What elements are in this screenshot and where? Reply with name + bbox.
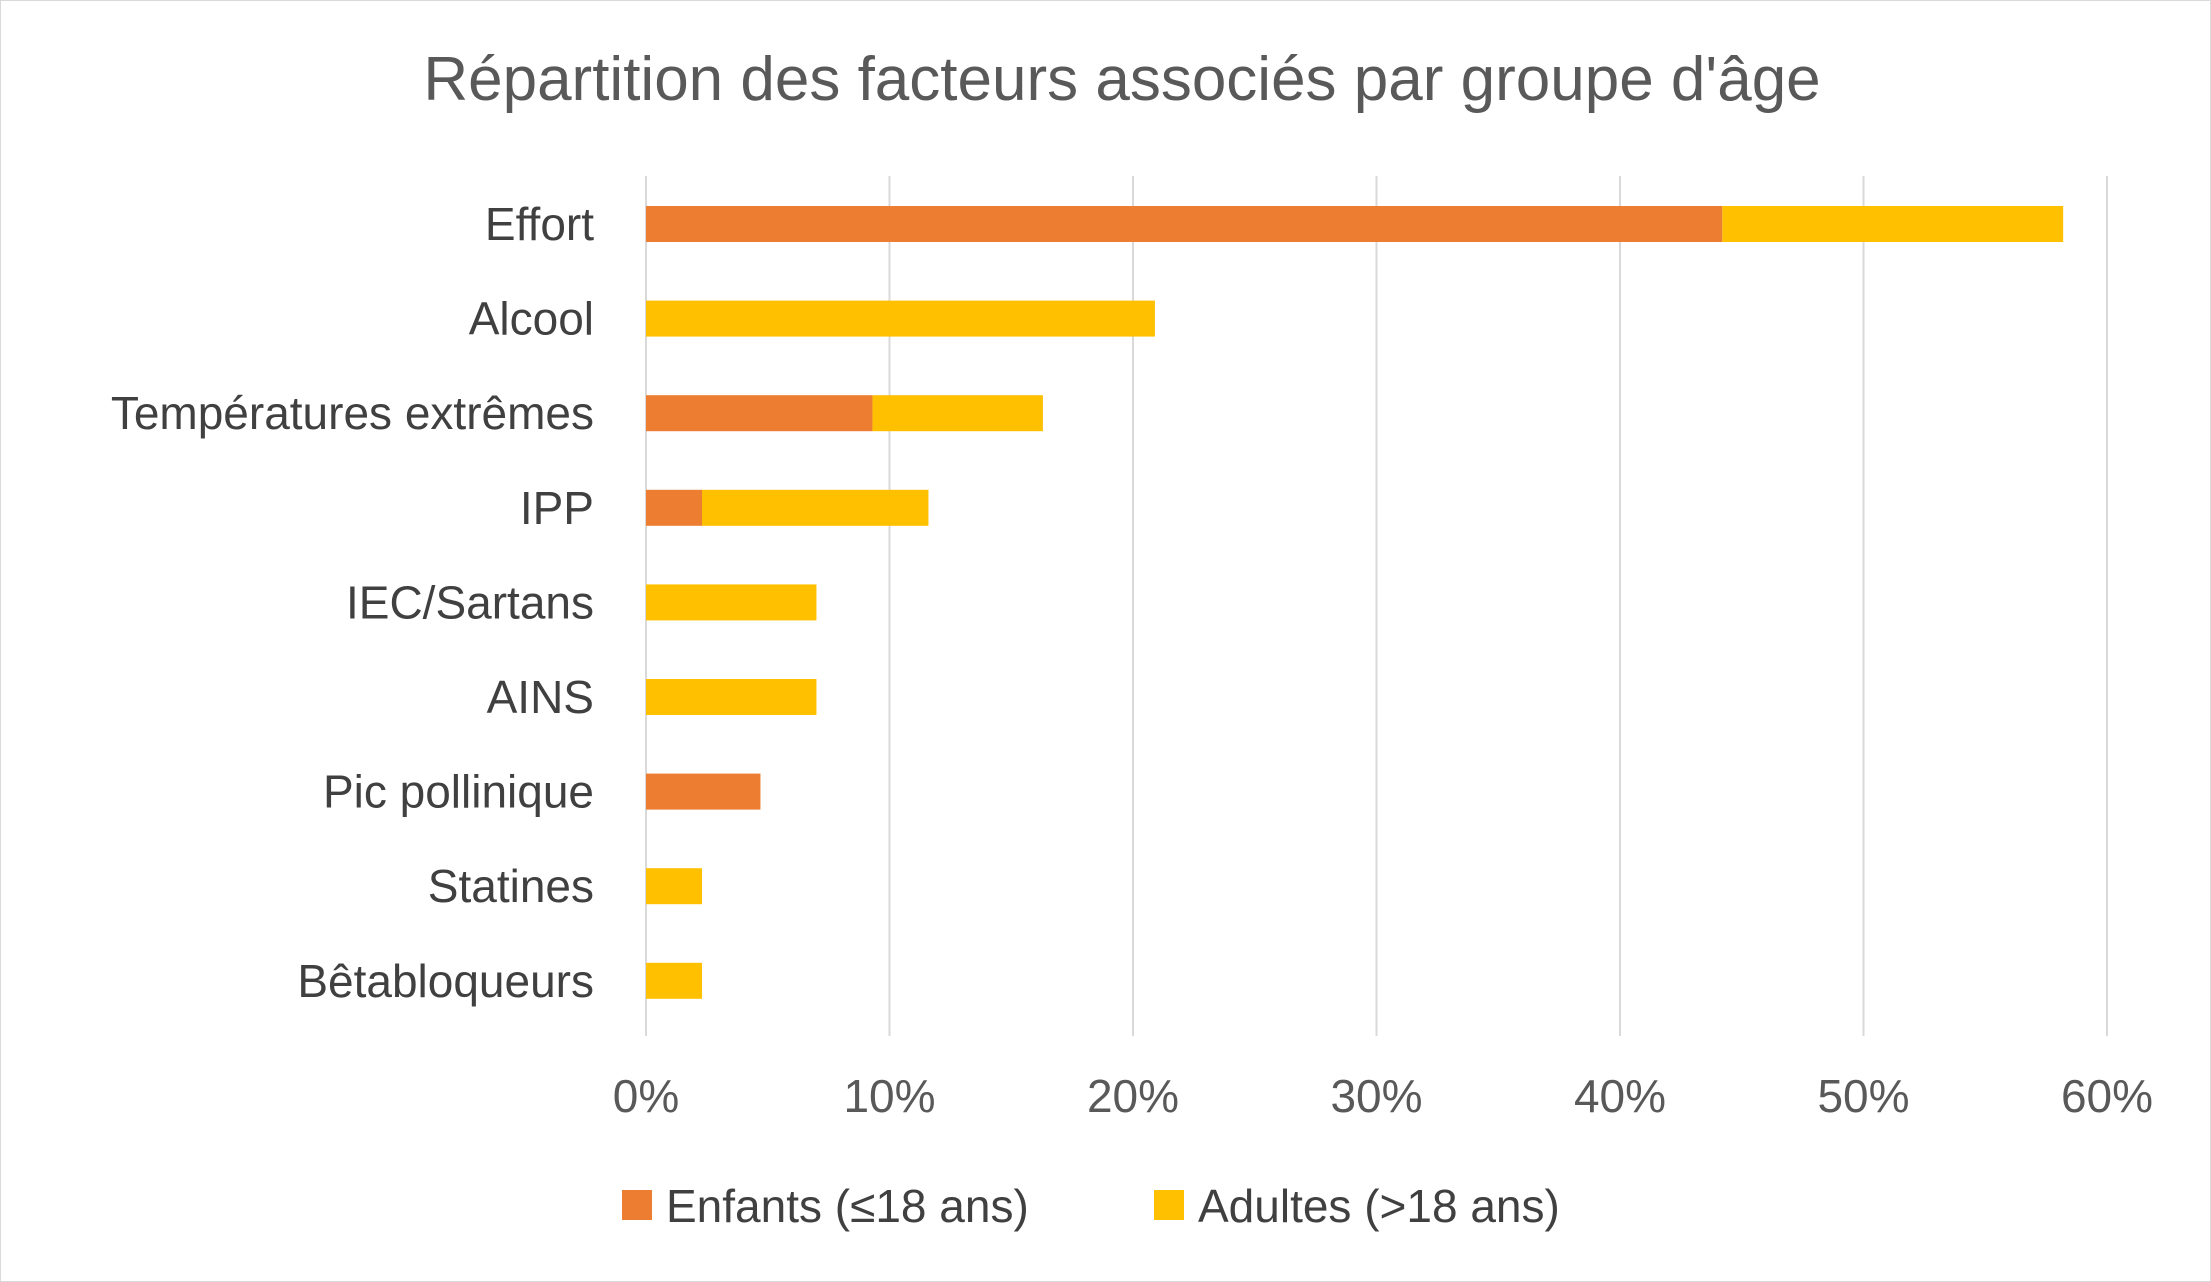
x-tick-label: 40% <box>1574 1070 1666 1122</box>
bar-adultes <box>702 489 929 526</box>
category-label: AINS <box>487 671 594 723</box>
bar-adultes <box>646 868 703 905</box>
category-labels: Effort Alcool Températures extrêmes IPP IEC/… <box>111 198 594 1007</box>
category-label: IEC/Sartans <box>346 576 594 628</box>
category-label: Effort <box>485 198 594 250</box>
category-label: Pic pollinique <box>323 766 594 818</box>
bar-adultes <box>646 584 817 621</box>
category-label: IPP <box>520 482 594 534</box>
bar-adultes <box>646 679 817 715</box>
legend-label: Adultes (>18 ans) <box>1198 1180 1560 1232</box>
x-axis-tick-labels: 0% 10% 20% 30% 40% 50% 60% <box>613 1070 2153 1122</box>
legend-label: Enfants (≤18 ans) <box>666 1180 1029 1232</box>
bar-enfants <box>646 395 873 432</box>
x-tick-label: 50% <box>1817 1070 1909 1122</box>
bar-enfants <box>646 489 703 526</box>
category-label: Statines <box>428 860 594 912</box>
legend-swatch <box>1154 1190 1184 1220</box>
bar-enfants <box>646 773 761 810</box>
bars <box>646 206 2064 999</box>
legend-swatch <box>622 1190 652 1220</box>
category-label: Alcool <box>469 293 594 345</box>
category-label: Températures extrêmes <box>111 387 594 439</box>
chart-title: Répartition des facteurs associés par gr… <box>423 45 1820 114</box>
bar-adultes <box>646 300 1155 337</box>
bar-enfants <box>646 206 1723 242</box>
legend: Enfants (≤18 ans) Adultes (>18 ans) <box>622 1180 1560 1232</box>
category-label: Bêtabloqueurs <box>297 955 594 1007</box>
x-tick-label: 30% <box>1330 1070 1422 1122</box>
x-tick-label: 60% <box>2061 1070 2153 1122</box>
bar-adultes <box>1722 206 2064 242</box>
bar-adultes <box>646 962 703 999</box>
x-tick-label: 10% <box>843 1070 935 1122</box>
x-tick-label: 0% <box>613 1070 679 1122</box>
x-tick-label: 20% <box>1087 1070 1179 1122</box>
bar-adultes <box>872 395 1043 432</box>
